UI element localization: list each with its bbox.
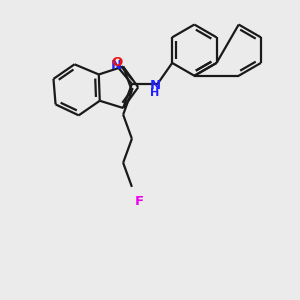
Text: H: H [150, 88, 160, 98]
Text: N: N [111, 59, 122, 72]
Text: F: F [134, 195, 143, 208]
Text: N: N [149, 79, 161, 92]
Text: O: O [112, 56, 123, 69]
